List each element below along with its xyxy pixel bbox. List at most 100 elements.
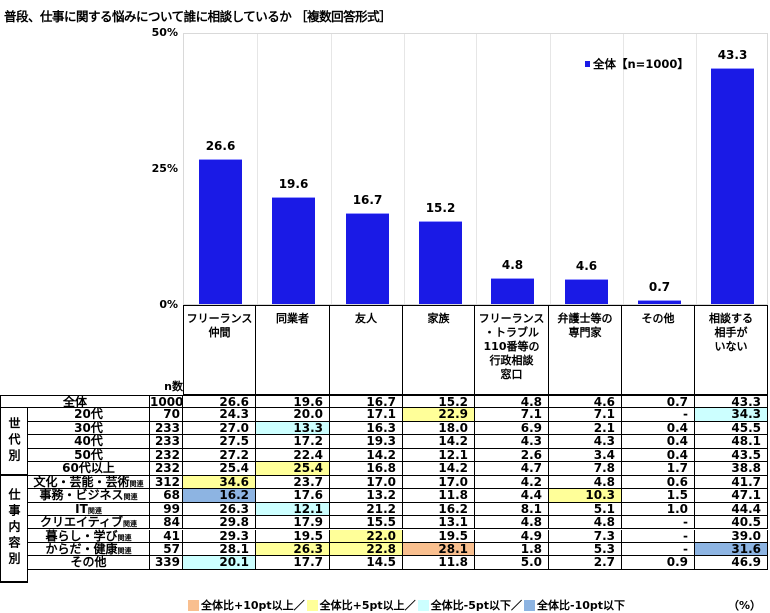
header-7: 相談する 相手が いない — [695, 305, 768, 395]
table-cell: 11.8 — [403, 556, 475, 570]
table-cell: 4.8 — [475, 395, 549, 409]
table-cell: 14.2 — [403, 462, 475, 476]
table-cell: 3.4 — [549, 449, 622, 463]
table-cell: 16.2 — [183, 489, 256, 503]
n-value: 233 — [150, 422, 183, 436]
table-cell: 39.0 — [695, 529, 768, 543]
chart-title: 普段、仕事に関する悩みについて誰に相談しているか ［複数回答形式］ — [4, 9, 392, 24]
bar-label-5: 4.6 — [575, 258, 598, 273]
table-cell: 4.8 — [475, 516, 549, 530]
table-cell: 14.2 — [403, 435, 475, 449]
table-cell: 31.6 — [695, 543, 768, 557]
table-cell: 25.4 — [183, 462, 256, 476]
bar-label-2: 16.7 — [352, 193, 383, 208]
table-cell: 26.3 — [256, 543, 330, 557]
n-value: 233 — [150, 435, 183, 449]
n-value: 41 — [150, 529, 183, 543]
table-cell: 29.3 — [183, 529, 256, 543]
grid-line — [257, 34, 258, 304]
table-cell: 44.4 — [695, 502, 768, 517]
row-label: 30代 — [28, 421, 150, 436]
table-cell: 16.2 — [403, 502, 475, 517]
header-5: 弁護士等の 専門家 — [549, 305, 622, 395]
row-label-text: IT — [75, 501, 88, 516]
table-cell: 34.3 — [695, 408, 768, 422]
row-label-text: その他 — [70, 555, 107, 570]
row-label-suffix: 関連 — [129, 479, 144, 488]
row-label-text: クリエイティブ — [39, 515, 124, 530]
table-cell: 29.8 — [183, 516, 256, 530]
table-cell: 19.3 — [330, 435, 403, 449]
table-cell: 11.8 — [403, 489, 475, 503]
table-cell: 7.8 — [549, 462, 622, 476]
n-value: 232 — [150, 462, 183, 476]
table-cell: 26.3 — [183, 502, 256, 517]
table-cell: 10.3 — [549, 489, 622, 503]
row-label-text: からだ・健康 — [45, 541, 118, 556]
table-cell: 4.8 — [549, 475, 622, 490]
bar-7 — [711, 68, 754, 304]
legend: 全体【n=1000】 — [585, 56, 689, 72]
bar-2 — [346, 213, 389, 304]
unit-label: （%） — [728, 599, 762, 612]
table-cell: 0.4 — [622, 435, 695, 449]
table-cell: 7.1 — [475, 408, 549, 422]
table-cell: 6.9 — [475, 422, 549, 436]
table-cell: 14.5 — [330, 556, 403, 570]
highlight-legend-label: 全体比-5pt以下／ — [430, 599, 523, 612]
row-label: 事務・ビジネス関連 — [28, 489, 150, 503]
row-label: その他 — [28, 555, 150, 570]
row-label-text: 50代 — [74, 447, 103, 462]
row-label: 暮らし・学び関連 — [28, 529, 150, 543]
grid-line — [550, 34, 551, 304]
grid-line — [623, 34, 624, 304]
table-cell: 16.8 — [330, 462, 403, 476]
table-cell: 5.0 — [475, 556, 549, 570]
grid-line — [331, 34, 332, 304]
table-cell: 34.6 — [183, 475, 256, 490]
row-label: IT関連 — [28, 501, 150, 517]
table-cell: 28.1 — [403, 543, 475, 557]
header-0: フリーランス 仲間 — [183, 305, 256, 395]
row-label-suffix: 関連 — [87, 506, 102, 515]
table-cell: 4.3 — [549, 435, 622, 449]
n-value: 57 — [150, 543, 183, 557]
table-cell: 47.1 — [695, 489, 768, 503]
highlight-legend-label: 全体比-10pt以下 — [537, 599, 626, 612]
table-cell: 1.0 — [622, 502, 695, 517]
bar-3 — [419, 221, 462, 304]
row-label: からだ・健康関連 — [28, 541, 150, 557]
table-cell: 23.7 — [256, 475, 330, 490]
n-value: 99 — [150, 502, 183, 517]
table-cell: 17.2 — [256, 435, 330, 449]
table-cell: 12.1 — [403, 449, 475, 463]
bar-0 — [199, 159, 242, 304]
n-value: 84 — [150, 516, 183, 530]
table-cell: 45.5 — [695, 422, 768, 436]
table-cell: 15.2 — [403, 395, 475, 409]
table-cell: 22.4 — [256, 449, 330, 463]
table-cell: 2.6 — [475, 449, 549, 463]
table-cell: 14.2 — [330, 449, 403, 463]
table-cell: 2.7 — [549, 556, 622, 570]
grid-line — [696, 34, 697, 304]
table-cell: 1.7 — [622, 462, 695, 476]
table-cell: 0.9 — [622, 556, 695, 570]
n-value: 70 — [150, 408, 183, 422]
table-cell: 13.2 — [330, 489, 403, 503]
table-cell: - — [622, 408, 695, 422]
table-cell: 5.3 — [549, 543, 622, 557]
row-label-suffix: 関連 — [117, 546, 132, 555]
table-cell: 38.8 — [695, 462, 768, 476]
row-label: 40代 — [28, 435, 150, 449]
bar-5 — [565, 278, 608, 304]
table-cell: 4.6 — [549, 395, 622, 409]
group-label-1: 仕事内容別 — [0, 475, 28, 584]
n-value: 312 — [150, 475, 183, 490]
row-label: 60代以上 — [28, 462, 150, 476]
table-cell: 15.5 — [330, 516, 403, 530]
n-header: n数 — [164, 380, 183, 393]
table-cell: 21.2 — [330, 502, 403, 517]
header-4: フリーランス ・トラブル 110番等の 行政相談 窓口 — [475, 305, 549, 395]
table-cell: 16.3 — [330, 422, 403, 436]
